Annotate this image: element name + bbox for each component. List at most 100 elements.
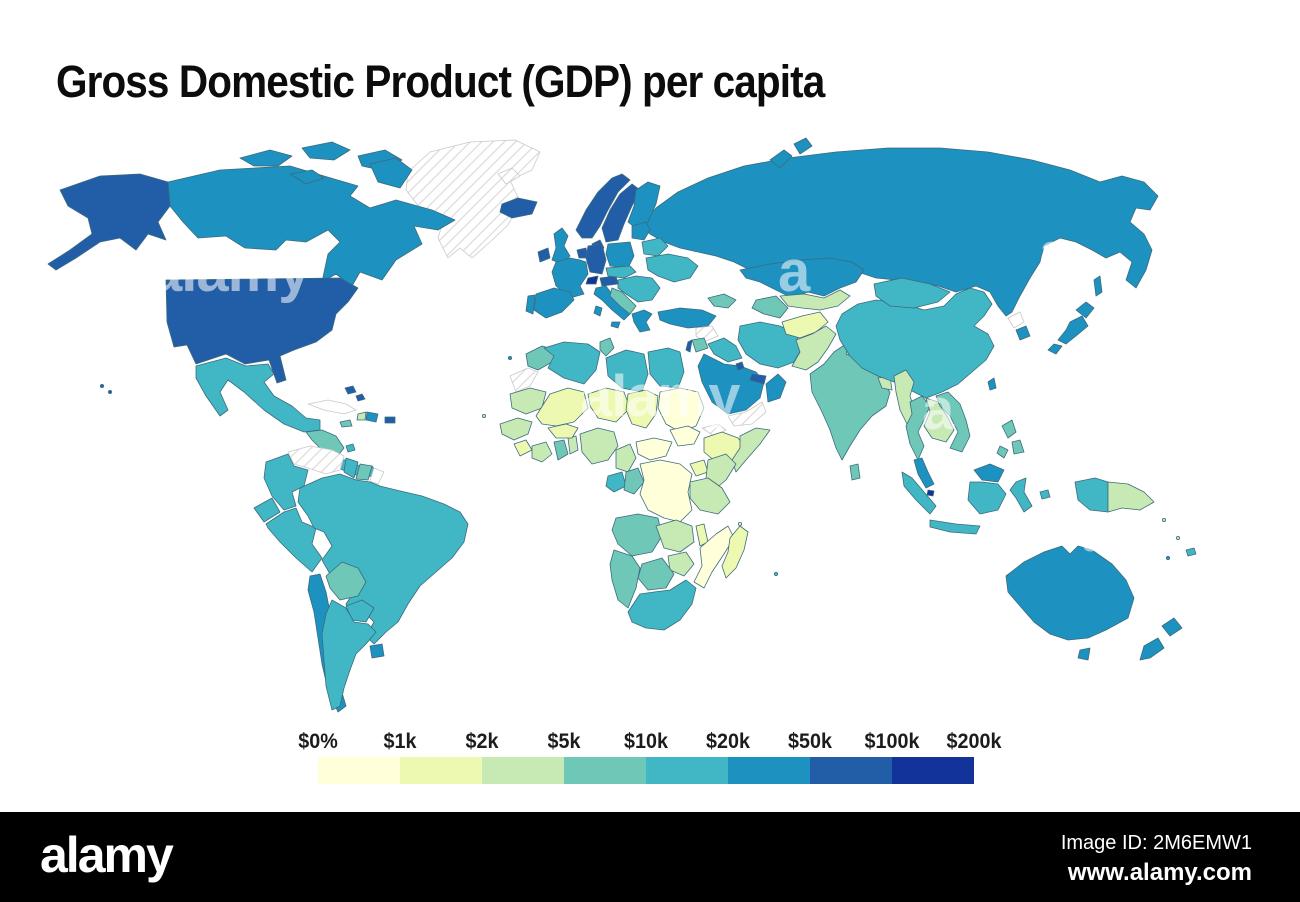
country-saudi-arabia bbox=[697, 353, 765, 415]
legend-label: $0% bbox=[298, 730, 338, 753]
country-cape-verde bbox=[481, 413, 486, 418]
country-indonesia-west-papua bbox=[1074, 477, 1109, 513]
country-western-sahara bbox=[509, 367, 539, 393]
country-mongolia bbox=[873, 277, 951, 309]
country-finland bbox=[627, 181, 661, 231]
country-somalia bbox=[731, 427, 771, 473]
country-tanzania bbox=[689, 477, 731, 515]
country-novaya-zemlya bbox=[793, 137, 813, 155]
country-vanuatu bbox=[1176, 535, 1181, 540]
country-canada bbox=[167, 165, 456, 287]
country-colombia bbox=[263, 453, 309, 511]
country-philippines bbox=[1011, 439, 1025, 455]
country-hungary-romania-bulgaria bbox=[617, 275, 661, 303]
country-sri-lanka bbox=[849, 463, 861, 481]
country-ukraine bbox=[645, 253, 699, 283]
country-tunisia bbox=[599, 337, 615, 357]
country-cameroon bbox=[615, 443, 637, 473]
country-china bbox=[835, 287, 995, 399]
country-norway bbox=[575, 173, 631, 239]
country-haiti bbox=[356, 411, 367, 421]
country-mozambique bbox=[693, 525, 735, 589]
footer-bar: alamy Image ID: 2M6EMW1 www.alamy.com bbox=[0, 812, 1300, 902]
country-japan-kyushu bbox=[1047, 343, 1063, 355]
legend-label: $1k bbox=[383, 730, 417, 753]
legend-labels: $0% $1k $2k $5k $10k $20k $50k $100k $200k bbox=[277, 730, 1015, 754]
country-usa bbox=[165, 277, 359, 384]
legend-label: $2k bbox=[465, 730, 499, 753]
country-central-african-republic bbox=[635, 437, 673, 461]
country-ivory-coast bbox=[531, 441, 553, 463]
country-united-kingdom bbox=[551, 227, 571, 265]
country-north-korea bbox=[1007, 311, 1025, 329]
country-brazil bbox=[297, 473, 469, 645]
country-canadian-arctic bbox=[369, 157, 413, 189]
country-jordan bbox=[691, 337, 709, 353]
country-novaya-zemlya bbox=[769, 149, 793, 169]
country-tasmania bbox=[1077, 647, 1091, 661]
country-new-zealand-north bbox=[1161, 617, 1183, 637]
country-ghana bbox=[553, 439, 569, 461]
country-japan-hokkaido bbox=[1075, 301, 1095, 319]
country-congo bbox=[623, 467, 645, 495]
country-poland bbox=[605, 241, 635, 269]
country-bahamas bbox=[344, 385, 357, 395]
country-indonesia-kalimantan bbox=[967, 481, 1007, 515]
country-suriname bbox=[355, 463, 373, 481]
country-angola bbox=[611, 513, 663, 557]
country-cuba bbox=[307, 399, 357, 415]
country-kuwait bbox=[735, 361, 745, 371]
country-mali bbox=[535, 387, 589, 427]
country-sudan bbox=[657, 387, 705, 433]
legend-swatch bbox=[810, 757, 892, 784]
country-germany bbox=[585, 243, 607, 275]
country-canadian-arctic bbox=[289, 169, 325, 185]
country-togo-benin bbox=[567, 435, 579, 455]
country-nigeria bbox=[579, 427, 619, 465]
country-israel bbox=[685, 339, 693, 353]
country-hawaii bbox=[100, 383, 105, 388]
country-france bbox=[551, 257, 589, 299]
country-sakhalin bbox=[1093, 275, 1103, 297]
country-sierra-leone-liberia bbox=[513, 439, 533, 457]
country-namibia bbox=[609, 549, 641, 609]
world-choropleth-map bbox=[47, 137, 1197, 713]
country-austria bbox=[599, 275, 619, 287]
country-niger bbox=[587, 387, 631, 423]
country-guyana bbox=[343, 457, 359, 479]
country-yemen bbox=[727, 401, 767, 427]
country-south-africa bbox=[627, 579, 697, 631]
legend-label: $100k bbox=[864, 730, 920, 753]
country-vietnam bbox=[935, 391, 971, 453]
legend-swatch bbox=[400, 757, 482, 784]
country-mexico bbox=[195, 357, 321, 433]
country-caucasus bbox=[707, 293, 737, 309]
country-italy-sicily bbox=[610, 321, 621, 329]
country-algeria bbox=[543, 341, 601, 385]
legend-swatches bbox=[318, 757, 974, 784]
country-uzbekistan-kyrgyzstan-tajikistan bbox=[779, 289, 851, 311]
country-indonesia-sulawesi bbox=[1009, 477, 1033, 513]
country-switzerland bbox=[585, 275, 599, 285]
legend-label: $5k bbox=[547, 730, 581, 753]
country-senegal-guinea bbox=[499, 417, 533, 441]
country-portugal bbox=[525, 294, 536, 315]
country-malaysia-peninsular bbox=[913, 457, 935, 489]
country-indonesia-moluccas bbox=[1039, 489, 1051, 500]
country-oman bbox=[765, 373, 787, 403]
country-iceland bbox=[499, 197, 538, 219]
legend-label: $10k bbox=[624, 730, 668, 753]
image-id-label: Image ID: 2M6EMW1 bbox=[1060, 832, 1252, 854]
country-spain bbox=[533, 287, 575, 319]
country-uruguay bbox=[369, 643, 385, 659]
country-peru bbox=[265, 507, 323, 573]
country-solomon-islands bbox=[1162, 517, 1167, 522]
country-bolivia bbox=[325, 561, 367, 601]
country-greece bbox=[631, 309, 653, 333]
country-uganda bbox=[689, 459, 709, 477]
country-indonesia-java bbox=[929, 519, 981, 535]
country-italy bbox=[593, 285, 631, 321]
country-belarus bbox=[641, 237, 669, 257]
country-kenya bbox=[705, 453, 737, 491]
country-singapore bbox=[926, 489, 935, 497]
